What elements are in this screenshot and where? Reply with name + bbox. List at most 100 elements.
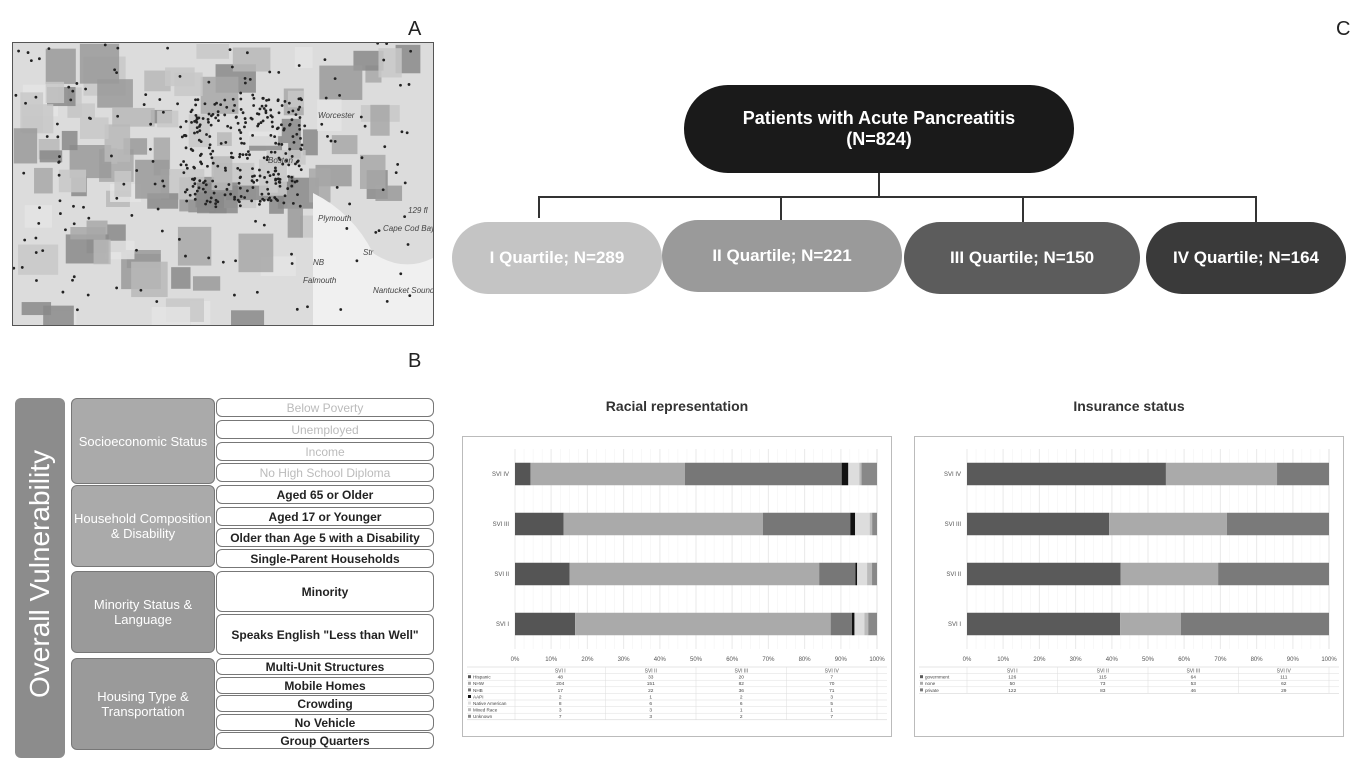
table-cell: 20 [739, 675, 745, 681]
map-patient-point [399, 272, 403, 276]
bar-segment [867, 562, 873, 586]
map-patient-point [273, 196, 277, 199]
map-patient-point [229, 192, 232, 196]
map-patient-point [239, 195, 243, 198]
map-patient-point [233, 293, 236, 297]
map-patient-point [34, 251, 38, 254]
map-patient-point [297, 97, 301, 101]
map-patient-point [297, 108, 300, 111]
quartile-3-label: III Quartile; N=150 [949, 248, 1095, 267]
x-tick-label: 30% [1070, 657, 1083, 663]
map-patient-point [214, 185, 218, 188]
table-header: SVI IV [1277, 669, 1292, 675]
map-patient-point [381, 188, 385, 192]
map-patient-point [269, 150, 273, 154]
flowchart-root-title: Patients with Acute Pancreatitis [742, 108, 1016, 128]
map-patient-point [22, 171, 26, 175]
map-patient-point [188, 193, 192, 197]
map-tract [157, 110, 179, 128]
map-patient-point [396, 163, 400, 166]
map-patient-point [400, 130, 404, 134]
map-patient-point [194, 98, 197, 102]
map-patient-point [158, 98, 162, 101]
bar-segment [967, 562, 1121, 586]
table-header: SVI II [645, 669, 657, 675]
map-patient-point [269, 108, 273, 112]
map-patient-point [13, 266, 16, 270]
quartile-4-label: IV Quartile; N=164 [1173, 248, 1319, 267]
map-patient-point [377, 229, 381, 233]
map-patient-point [324, 96, 328, 100]
table-cell: 17 [558, 688, 564, 694]
map-patient-point [282, 201, 286, 205]
table-cell: 29 [1281, 688, 1287, 694]
flowchart: Patients with Acute Pancreatitis (N=824)… [440, 80, 1353, 310]
map-patient-point [227, 183, 231, 186]
map-patient-point [198, 129, 202, 133]
map-patient-point [258, 107, 262, 111]
map-patient-point [243, 76, 247, 80]
map-patient-point [298, 204, 302, 208]
map-patient-point [394, 171, 398, 175]
map-patient-point [130, 214, 134, 217]
map-patient-point [291, 201, 295, 205]
chart-title-insurance: Insurance status [1073, 398, 1185, 414]
map-place-label: Nantucket Sound [373, 286, 433, 295]
map-tract [104, 124, 131, 162]
map-tract [131, 261, 168, 298]
map-patient-point [231, 109, 235, 113]
map-patient-point [237, 181, 241, 185]
map-patient-point [273, 135, 277, 139]
x-tick-label: 20% [1033, 657, 1046, 663]
map-patient-point [300, 143, 304, 147]
x-tick-label: 80% [799, 657, 812, 663]
variable-single-parent: Single-Parent Households [216, 549, 434, 568]
map-patient-point [345, 227, 349, 230]
map-tract [144, 70, 171, 92]
map-patient-point [333, 140, 337, 143]
variable-no-hs-diploma: No High School Diploma [216, 463, 434, 482]
table-series-name: Unknown [473, 714, 493, 719]
map-patient-point [229, 126, 233, 130]
bar-segment [762, 512, 851, 536]
bar-segment [857, 562, 868, 586]
map-patient-point [162, 184, 166, 188]
x-tick-label: 70% [762, 657, 775, 663]
map-patient-point [185, 166, 189, 170]
map-patient-point [193, 182, 197, 186]
map-patient-point [207, 80, 211, 84]
map-place-label: Falmouth [303, 276, 337, 285]
map-patient-point [296, 159, 300, 163]
map-patient-point [72, 275, 76, 279]
map-patient-point [265, 180, 269, 184]
map-patient-point [190, 108, 194, 112]
map-patient-point [47, 47, 51, 50]
map-patient-point [61, 290, 65, 294]
theme-socioeconomic: Socioeconomic Status [71, 398, 215, 484]
map-patient-point [252, 180, 256, 184]
map-patient-point [243, 117, 247, 120]
map-tract [317, 99, 342, 132]
map-patient-point [259, 121, 263, 124]
x-tick-label: 90% [835, 657, 848, 663]
variable-multi-unit: Multi-Unit Structures [216, 658, 434, 675]
map-patient-point [34, 95, 38, 99]
variable-english: Speaks English "Less than Well" [216, 614, 434, 655]
map-patient-point [214, 205, 218, 209]
table-legend-swatch [468, 701, 471, 705]
map-patient-point [17, 49, 20, 53]
table-legend-swatch [468, 714, 471, 718]
map-patient-point [193, 197, 197, 201]
map-patient-point [207, 120, 210, 124]
map-tract [45, 81, 65, 104]
map-tract [216, 132, 232, 146]
map-patient-point [179, 163, 183, 167]
panel-letter-b: B [408, 350, 422, 372]
map-tract [135, 159, 170, 199]
map-patient-point [203, 102, 207, 106]
map-patient-point [194, 103, 198, 107]
bar-segment [515, 562, 570, 586]
map-tract [24, 205, 52, 228]
table-cell: 3 [649, 714, 652, 720]
map-patient-point [355, 259, 359, 263]
